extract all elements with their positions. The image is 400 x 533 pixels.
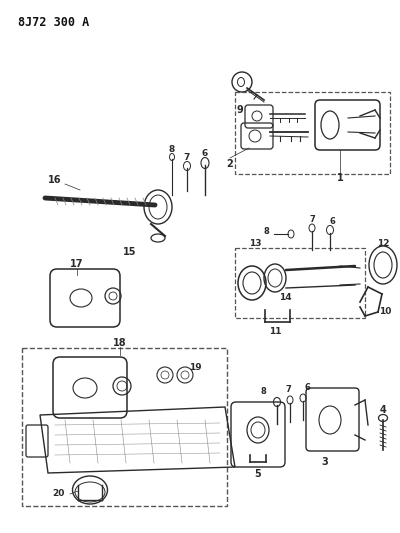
Text: 17: 17 — [70, 259, 84, 269]
Text: 19: 19 — [189, 364, 201, 373]
Text: 14: 14 — [279, 294, 291, 303]
Text: 6: 6 — [202, 149, 208, 158]
Text: 6: 6 — [304, 384, 310, 392]
Text: 3: 3 — [322, 457, 328, 467]
Text: 9: 9 — [237, 105, 243, 115]
Text: 7: 7 — [309, 215, 315, 224]
Text: 13: 13 — [249, 238, 261, 247]
Text: 18: 18 — [113, 338, 127, 348]
Text: 7: 7 — [184, 152, 190, 161]
Text: 12: 12 — [377, 238, 389, 247]
Text: 1: 1 — [337, 173, 343, 183]
Text: 6: 6 — [329, 217, 335, 227]
Text: 15: 15 — [123, 247, 137, 257]
Text: 20: 20 — [52, 489, 64, 498]
Text: 10: 10 — [379, 308, 391, 317]
Text: 16: 16 — [48, 175, 62, 185]
Text: 8: 8 — [260, 387, 266, 397]
Text: 7: 7 — [285, 385, 291, 394]
Bar — [22, 348, 227, 506]
Text: 4: 4 — [380, 405, 386, 415]
Text: 2: 2 — [227, 159, 233, 169]
Text: 8J72 300 A: 8J72 300 A — [18, 16, 89, 29]
Bar — [235, 248, 365, 318]
Text: 11: 11 — [269, 327, 281, 336]
Text: 8: 8 — [169, 146, 175, 155]
Text: 5: 5 — [255, 469, 261, 479]
Text: 8: 8 — [263, 228, 269, 237]
Bar — [235, 92, 390, 174]
